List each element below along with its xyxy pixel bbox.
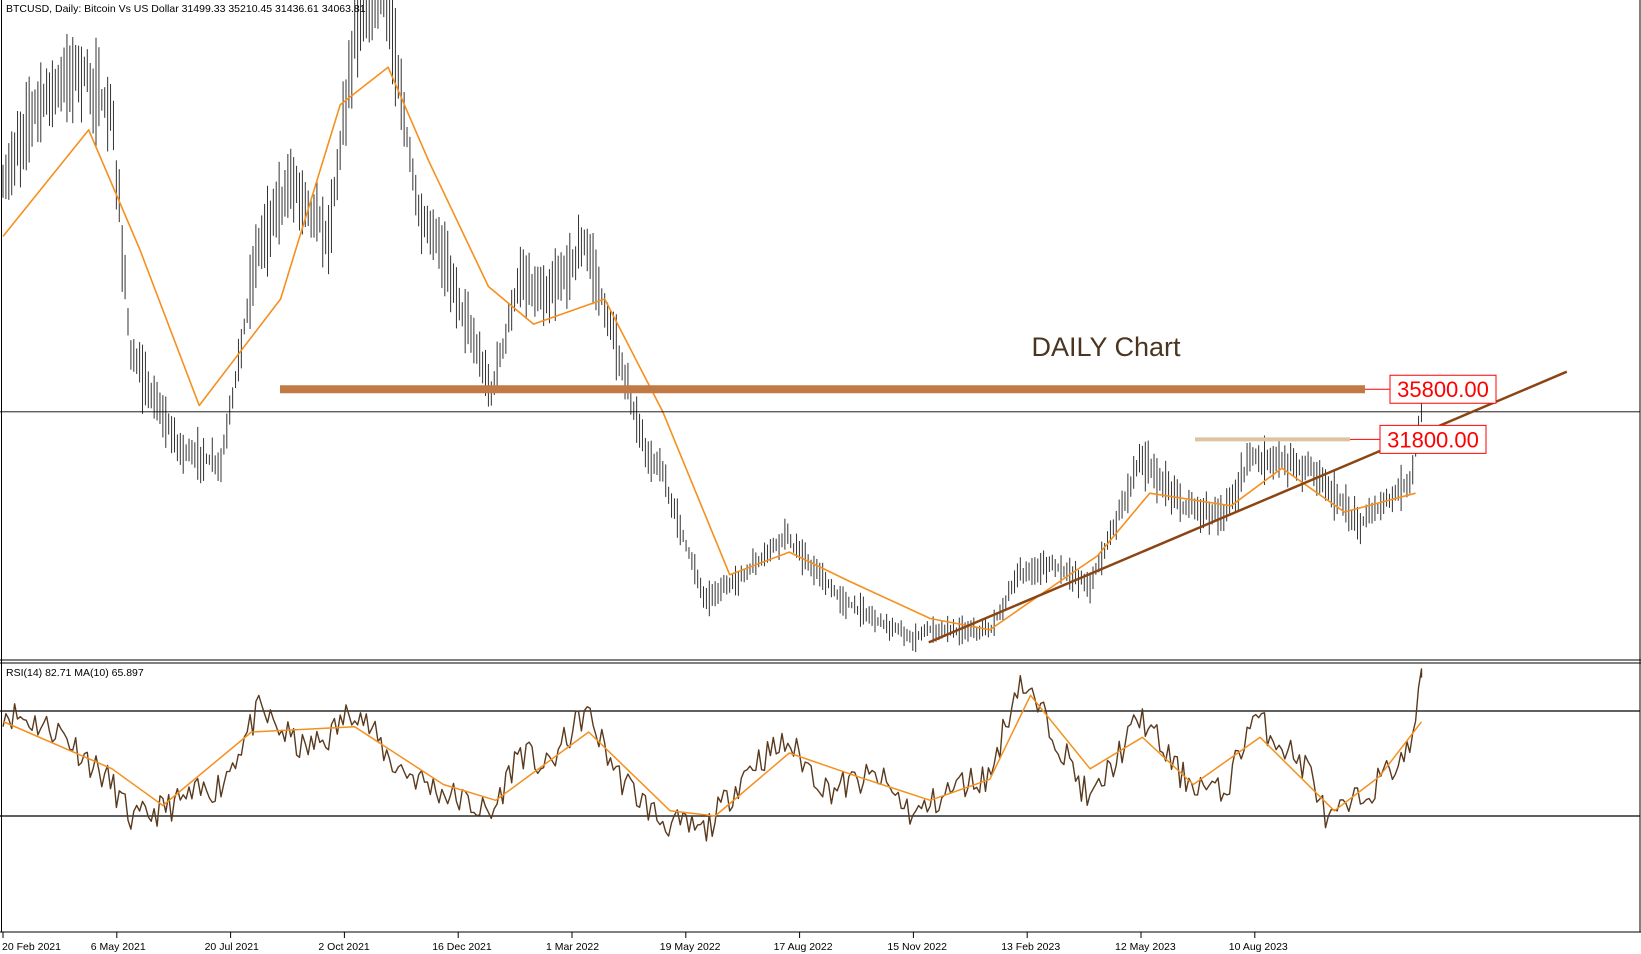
level-label-box-35800 — [1389, 374, 1497, 404]
rsi-header: RSI(14) 82.71 MA(10) 65.897 — [6, 667, 144, 679]
price-bars — [2, 0, 1422, 653]
time-axis-label: 2 Oct 2021 — [318, 941, 370, 953]
symbol-header: BTCUSD, Daily: Bitcoin Vs US Dollar 3149… — [6, 3, 366, 15]
level-label-31800: 31800.00 — [1387, 427, 1479, 452]
rsi-panel: RSI(14) 82.71 MA(10) 65.897 — [0, 667, 1640, 842]
time-axis-label: 12 May 2023 — [1115, 941, 1176, 953]
time-axis-label: 16 Dec 2021 — [432, 941, 492, 953]
rsi-moving-average-line — [2, 694, 1423, 817]
level-label-35800: 35800.00 — [1397, 377, 1489, 402]
chart-annotation-title: DAILY Chart — [1031, 332, 1181, 362]
time-axis-label: 13 Feb 2023 — [1001, 941, 1060, 953]
time-axis-label: 10 Aug 2023 — [1229, 941, 1288, 953]
moving-average-line — [2, 66, 1416, 631]
time-axis-label: 1 Mar 2022 — [546, 941, 599, 953]
time-axis-label: 20 Feb 2021 — [2, 941, 61, 953]
price-panel: 35800.00 31800.00 DAILY Chart BTCUSD, Da… — [0, 0, 1640, 653]
rsi-line — [2, 668, 1423, 842]
time-axis-label: 20 Jul 2021 — [205, 941, 259, 953]
time-axis-label: 15 Nov 2022 — [887, 941, 947, 953]
time-axis-label: 19 May 2022 — [660, 941, 721, 953]
time-axis: 20 Feb 2021 6 May 2021 20 Jul 2021 2 Oct 20… — [2, 932, 1288, 953]
level-label-box-31800 — [1379, 424, 1487, 454]
ascending-trendline — [928, 370, 1568, 644]
time-axis-label: 6 May 2021 — [91, 941, 146, 953]
time-axis-label: 17 Aug 2022 — [774, 941, 833, 953]
